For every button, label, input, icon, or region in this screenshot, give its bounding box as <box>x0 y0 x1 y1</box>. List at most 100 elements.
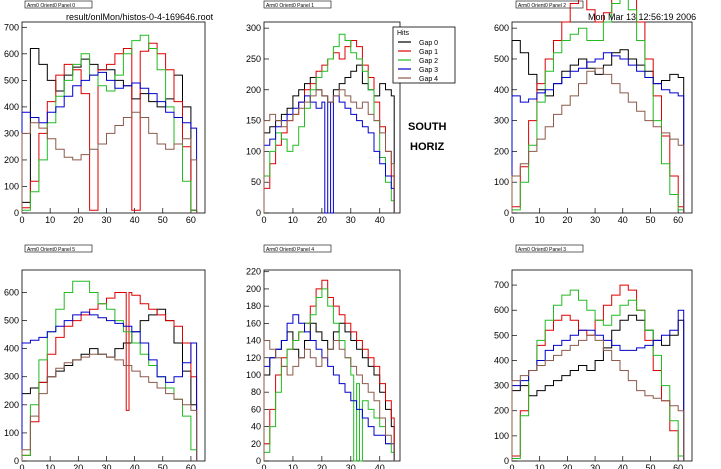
y-tick-label: 300 <box>494 381 509 391</box>
y-tick-label: 600 <box>4 287 19 297</box>
y-tick-label: 100 <box>246 146 261 156</box>
y-tick-label: 300 <box>4 372 19 382</box>
x-tick-label: 20 <box>562 463 572 469</box>
panel-title-box <box>515 0 584 9</box>
panel-title: Arm0 Orient0 Panel 4 <box>266 247 314 253</box>
y-tick-label: 200 <box>246 85 261 95</box>
x-tick-label: 20 <box>73 463 83 469</box>
y-tick-label: 300 <box>4 128 19 138</box>
x-tick-label: 60 <box>186 215 196 225</box>
x-tick-label: 0 <box>19 463 24 469</box>
y-tick-label: 600 <box>494 305 509 315</box>
series-line-gap-2 <box>263 288 395 462</box>
x-tick-label: 0 <box>509 215 514 225</box>
series-line-gap-2 <box>511 0 685 213</box>
y-tick-label: 180 <box>246 301 261 311</box>
y-tick-label: 200 <box>494 406 509 416</box>
series-line-gap-0 <box>511 314 685 461</box>
x-tick-label: 10 <box>535 463 545 469</box>
x-tick-label: 20 <box>73 215 83 225</box>
y-tick-label: 500 <box>4 316 19 326</box>
series-line-gap-4 <box>21 353 198 461</box>
series-line-gap-2 <box>21 34 198 213</box>
y-tick-label: 400 <box>4 344 19 354</box>
series-line-gap-4 <box>511 334 685 461</box>
x-tick-label: 50 <box>645 215 655 225</box>
x-tick-label: 30 <box>590 215 600 225</box>
legend-entry: Gap 2 <box>419 58 438 65</box>
series-line-gap-3 <box>511 309 685 461</box>
date-label: Mon Mar 13 12:56:19 2006 <box>588 12 697 22</box>
series-line-gap-4 <box>511 67 685 213</box>
x-tick-label: 0 <box>509 463 514 469</box>
series-line-gap-1 <box>21 42 198 213</box>
plot-frame <box>511 269 693 462</box>
x-tick-label: 10 <box>288 215 298 225</box>
series-line-gap-4 <box>263 89 395 213</box>
panel-title: Arm0 Orient0 Panel 0 <box>27 3 75 9</box>
y-tick-label: 300 <box>246 23 261 33</box>
x-tick-label: 10 <box>535 215 545 225</box>
panel-title-box <box>515 244 584 253</box>
series-line-gap-3 <box>21 311 198 461</box>
panel-title: Arm0 Orient0 Panel 3 <box>518 247 566 253</box>
x-tick-label: 30 <box>101 463 111 469</box>
panel-title-box <box>263 0 332 9</box>
y-tick-label: 0 <box>14 456 19 466</box>
y-tick-label: 500 <box>494 54 509 64</box>
y-tick-label: 80 <box>251 387 261 397</box>
x-tick-label: 10 <box>45 463 55 469</box>
y-tick-label: 250 <box>246 54 261 64</box>
series-line-gap-2 <box>21 280 198 461</box>
y-tick-label: 600 <box>4 49 19 59</box>
y-tick-label: 220 <box>246 267 261 277</box>
y-tick-label: 160 <box>246 318 261 328</box>
x-tick-label: 30 <box>101 215 111 225</box>
x-tick-label: 40 <box>375 215 385 225</box>
x-tick-label: 40 <box>130 463 140 469</box>
y-tick-label: 0 <box>14 208 19 218</box>
legend-entry: Gap 1 <box>419 49 438 56</box>
series-line-gap-1 <box>511 284 685 461</box>
x-tick-label: 40 <box>375 463 385 469</box>
series-line-gap-1 <box>263 279 395 461</box>
series-line-gap-2 <box>511 289 685 461</box>
legend-entry: Gap 3 <box>419 67 438 74</box>
y-tick-label: 200 <box>4 155 19 165</box>
plot-frame <box>511 21 693 214</box>
x-tick-label: 50 <box>645 463 655 469</box>
y-tick-label: 60 <box>251 404 261 414</box>
y-tick-label: 0 <box>504 208 509 218</box>
y-tick-label: 200 <box>4 400 19 410</box>
y-tick-label: 200 <box>246 284 261 294</box>
series-line-gap-2 <box>263 33 395 213</box>
x-tick-label: 40 <box>618 215 628 225</box>
plot-frame <box>263 269 401 462</box>
y-tick-label: 100 <box>494 177 509 187</box>
x-tick-label: 0 <box>261 463 266 469</box>
series-line-gap-1 <box>511 0 685 213</box>
x-tick-label: 30 <box>346 215 356 225</box>
series-line-gap-3 <box>21 71 198 213</box>
y-tick-label: 600 <box>494 23 509 33</box>
panel-title-box <box>24 0 93 9</box>
y-tick-label: 300 <box>494 116 509 126</box>
series-line-gap-0 <box>21 48 198 213</box>
x-tick-label: 0 <box>19 215 24 225</box>
panel-title-box <box>24 244 93 253</box>
y-tick-label: 50 <box>251 177 261 187</box>
x-tick-label: 40 <box>618 463 628 469</box>
x-tick-label: 60 <box>673 463 683 469</box>
series-line-gap-4 <box>263 340 395 461</box>
y-tick-label: 20 <box>251 439 261 449</box>
y-tick-label: 400 <box>4 102 19 112</box>
x-tick-label: 0 <box>261 215 266 225</box>
series-line-gap-3 <box>511 52 685 213</box>
y-tick-label: 400 <box>494 355 509 365</box>
y-tick-label: 150 <box>246 116 261 126</box>
panel-title: Arm0 Orient0 Panel 2 <box>518 3 566 9</box>
series-line-gap-4 <box>21 111 198 213</box>
y-tick-label: 400 <box>494 85 509 95</box>
y-tick-label: 100 <box>246 370 261 380</box>
